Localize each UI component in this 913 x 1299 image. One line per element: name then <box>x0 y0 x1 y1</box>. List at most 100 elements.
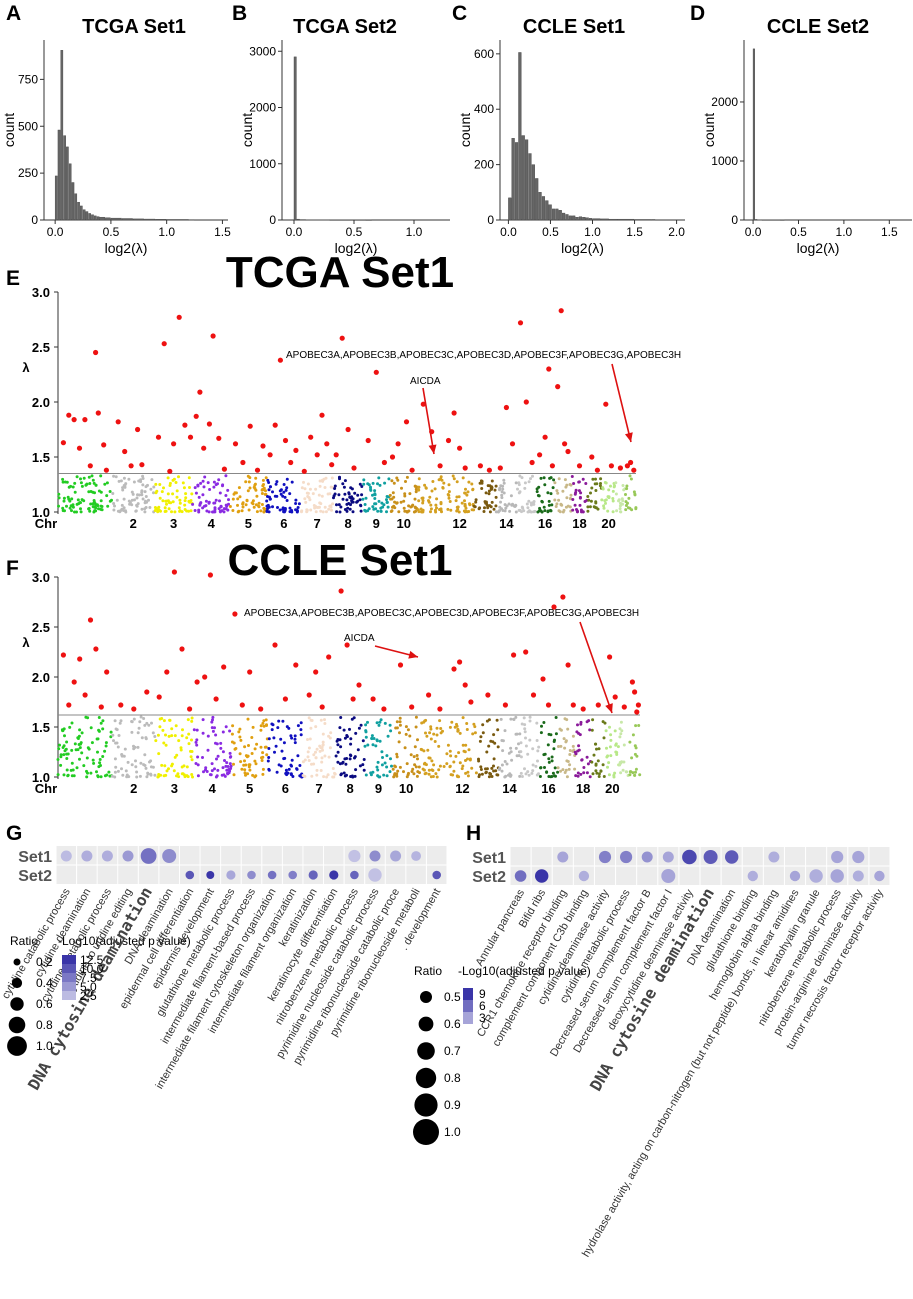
manhattan-e-point <box>345 509 349 513</box>
manhattan-e-x-label: Chr <box>35 516 57 531</box>
manhattan-e-point <box>328 492 332 496</box>
manhattan-e-point <box>581 510 585 514</box>
manhattan-e-point <box>470 482 474 486</box>
manhattan-e-point <box>330 476 334 480</box>
manhattan-f-point <box>194 740 198 744</box>
manhattan-f-point <box>542 753 546 757</box>
manhattan-f-point <box>481 731 485 735</box>
manhattan-e-point <box>311 492 315 496</box>
manhattan-f-point <box>435 775 439 779</box>
manhattan-f-point <box>386 734 390 738</box>
manhattan-e-point <box>577 480 581 484</box>
manhattan-e-point <box>155 489 159 493</box>
manhattan-f-point <box>427 772 431 776</box>
manhattan-f-point <box>174 724 178 728</box>
manhattan-f-point <box>326 773 330 777</box>
manhattan-f-point <box>151 731 155 735</box>
manhattan-f-point <box>160 717 164 720</box>
manhattan-f-point <box>534 764 538 768</box>
manhattan-f-point <box>99 721 103 725</box>
manhattan-f-point <box>266 759 270 763</box>
manhattan-f-point <box>590 760 594 764</box>
manhattan-f-point <box>571 734 575 738</box>
manhattan-e-point <box>196 484 200 488</box>
manhattan-e-x-tick-label: 12 <box>452 516 466 531</box>
manhattan-e-point <box>423 483 427 487</box>
manhattan-e-point <box>300 510 303 514</box>
manhattan-e-point <box>625 487 629 491</box>
manhattan-f-point <box>182 764 186 768</box>
manhattan-f-highlight-point <box>194 679 200 685</box>
panel-letter-b: B <box>232 2 247 25</box>
manhattan-f-point <box>136 731 140 735</box>
manhattan-e-point <box>333 487 337 490</box>
manhattan-f-point <box>450 720 454 724</box>
manhattan-f-point <box>398 731 401 735</box>
manhattan-f-point <box>540 724 543 728</box>
manhattan-f-highlight-point <box>319 704 325 710</box>
manhattan-f-point <box>175 774 178 778</box>
hist-a-x-tick-label: 1.5 <box>214 225 231 239</box>
manhattan-e-point <box>380 501 384 505</box>
manhattan-e-highlight-point <box>277 357 283 363</box>
manhattan-e-point <box>472 504 476 508</box>
manhattan-f-point <box>267 756 271 759</box>
manhattan-f-point <box>111 733 115 737</box>
manhattan-e-point <box>464 487 467 491</box>
manhattan-f-highlight-point <box>98 704 104 710</box>
manhattan-f-point <box>518 774 522 778</box>
manhattan-f-point <box>535 721 539 725</box>
manhattan-f-point <box>356 748 360 752</box>
manhattan-f-point <box>628 773 632 777</box>
manhattan-e-point <box>158 483 162 486</box>
manhattan-f-point <box>370 736 374 740</box>
manhattan-f-point <box>308 737 312 741</box>
manhattan-e-point <box>379 509 383 513</box>
dotplot-h-dot <box>662 851 674 863</box>
manhattan-e-point <box>211 510 215 514</box>
dotplot-h-dot <box>620 850 633 864</box>
manhattan-f-point <box>488 771 492 775</box>
manhattan-f-point <box>164 743 168 747</box>
manhattan-f-point <box>114 765 118 769</box>
manhattan-f-point <box>185 765 189 769</box>
manhattan-f-point <box>607 761 611 765</box>
manhattan-e-point <box>463 510 467 514</box>
manhattan-e-point <box>257 501 261 505</box>
manhattan-e-point <box>587 498 591 502</box>
manhattan-e-highlight-point <box>608 463 615 469</box>
manhattan-f-point <box>556 766 560 770</box>
manhattan-e-point <box>103 482 107 486</box>
manhattan-f-point <box>369 773 373 777</box>
manhattan-e-point <box>474 500 478 504</box>
manhattan-f-title: CCLE Set1 <box>228 536 453 585</box>
manhattan-f-point <box>117 734 121 737</box>
manhattan-e-point <box>122 497 126 501</box>
manhattan-f-point <box>514 732 518 736</box>
manhattan-f-point <box>144 766 148 770</box>
manhattan-e-point <box>465 493 469 497</box>
manhattan-f-point <box>458 761 462 765</box>
manhattan-f-point <box>601 763 605 767</box>
legend-h-ratio-value: 0.9 <box>444 1098 461 1112</box>
legend-g-ratio-dot <box>10 997 24 1011</box>
manhattan-f-point <box>101 719 105 723</box>
manhattan-e-point <box>231 509 235 512</box>
manhattan-f-point <box>143 764 147 767</box>
manhattan-f-point <box>310 774 314 778</box>
manhattan-f-point <box>244 754 248 758</box>
manhattan-f-point <box>353 755 357 759</box>
manhattan-e-point <box>290 480 294 484</box>
manhattan-f-point <box>535 773 539 777</box>
manhattan-f-highlight-point <box>338 588 344 594</box>
manhattan-f-point <box>78 746 82 750</box>
manhattan-f-x-tick-label: 9 <box>375 781 382 796</box>
manhattan-f-highlight-point <box>247 669 253 675</box>
manhattan-f-point <box>616 745 620 749</box>
manhattan-e-point <box>244 503 248 507</box>
manhattan-f-point <box>201 756 204 759</box>
manhattan-e-point <box>320 494 324 498</box>
manhattan-e-point <box>604 481 608 485</box>
manhattan-e-point <box>227 498 230 502</box>
manhattan-e-point <box>140 507 144 511</box>
